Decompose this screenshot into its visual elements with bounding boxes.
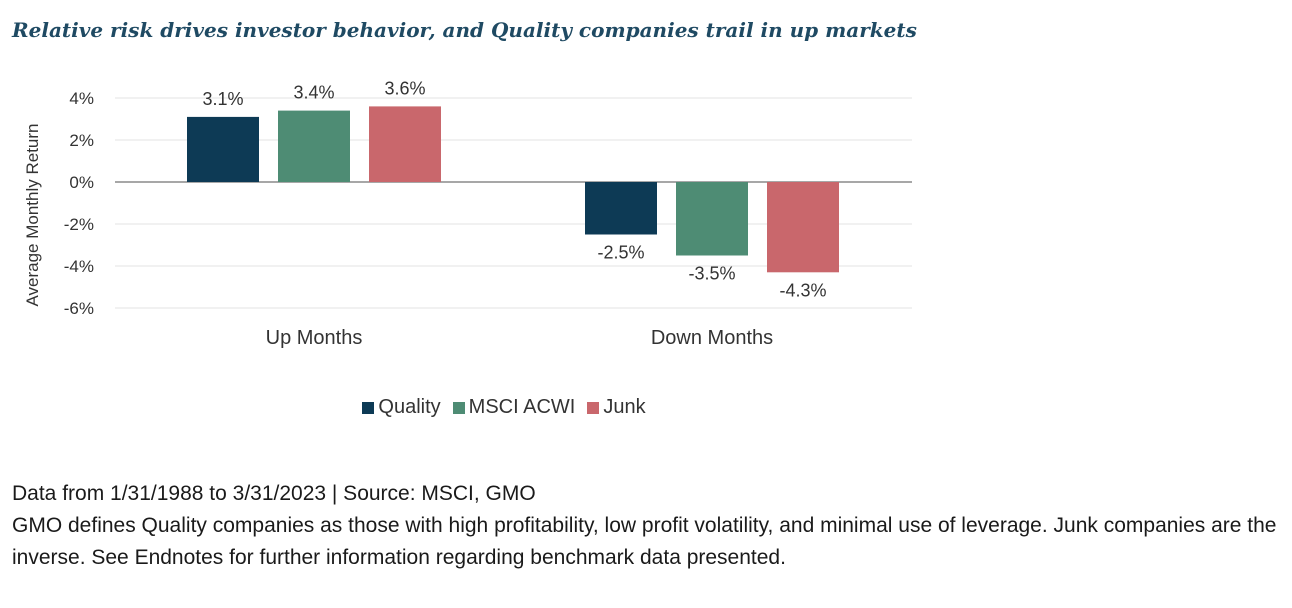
- data-labels: 3.1% 3.4% 3.6% -2.5% -3.5% -4.3%: [202, 78, 826, 300]
- legend-swatch: [587, 401, 600, 414]
- legend-label: Junk: [603, 396, 646, 418]
- data-label: -3.5%: [688, 264, 735, 284]
- bar-msci-acwi-down-months: [676, 182, 748, 256]
- y-tick-label: -2%: [64, 215, 94, 234]
- legend: Quality MSCI ACWI Junk: [0, 396, 1008, 419]
- y-ticks: 4% 2% 0% -2% -4% -6%: [64, 89, 94, 318]
- y-tick-label: 4%: [69, 89, 94, 108]
- data-label: 3.1%: [202, 89, 243, 109]
- category-label: Down Months: [651, 327, 773, 349]
- bar-junk-down-months: [767, 182, 839, 273]
- bar-msci-acwi-up-months: [278, 110, 350, 182]
- data-label: 3.6%: [384, 78, 425, 98]
- legend-item-quality: Quality: [362, 396, 441, 419]
- legend-item-msci-acwi: MSCI ACWI: [452, 396, 576, 419]
- source-line: Data from 1/31/1988 to 3/31/2023 | Sourc…: [12, 482, 536, 505]
- y-tick-label: 0%: [69, 173, 94, 192]
- category-label: Up Months: [266, 327, 363, 349]
- y-tick-label: -4%: [64, 257, 94, 276]
- legend-swatch: [362, 401, 375, 414]
- bar-junk-up-months: [369, 106, 441, 182]
- bar-quality-up-months: [187, 116, 259, 182]
- legend-label: MSCI ACWI: [468, 396, 576, 418]
- data-label: -4.3%: [779, 280, 826, 300]
- chart-title: Relative risk drives investor behavior, …: [12, 18, 917, 42]
- legend-swatch: [452, 401, 465, 414]
- x-categories: Up Months Down Months: [266, 327, 774, 349]
- bar-chart: 3.1% 3.4% 3.6% -2.5% -3.5% -4.3% 4% 2% 0% -2% -4%…: [23, 78, 912, 349]
- y-tick-label: 2%: [69, 131, 94, 150]
- legend-item-junk: Junk: [587, 396, 646, 419]
- data-label: 3.4%: [293, 83, 334, 103]
- footer-notes: Data from 1/31/1988 to 3/31/2023 | Sourc…: [12, 478, 1282, 574]
- bar-quality-down-months: [585, 182, 657, 235]
- legend-label: Quality: [378, 396, 441, 418]
- definition-note: GMO defines Quality companies as those w…: [12, 514, 1277, 569]
- y-axis-label: Average Monthly Return: [23, 123, 42, 306]
- data-label: -2.5%: [597, 243, 644, 263]
- bars: [187, 106, 839, 273]
- y-tick-label: -6%: [64, 299, 94, 318]
